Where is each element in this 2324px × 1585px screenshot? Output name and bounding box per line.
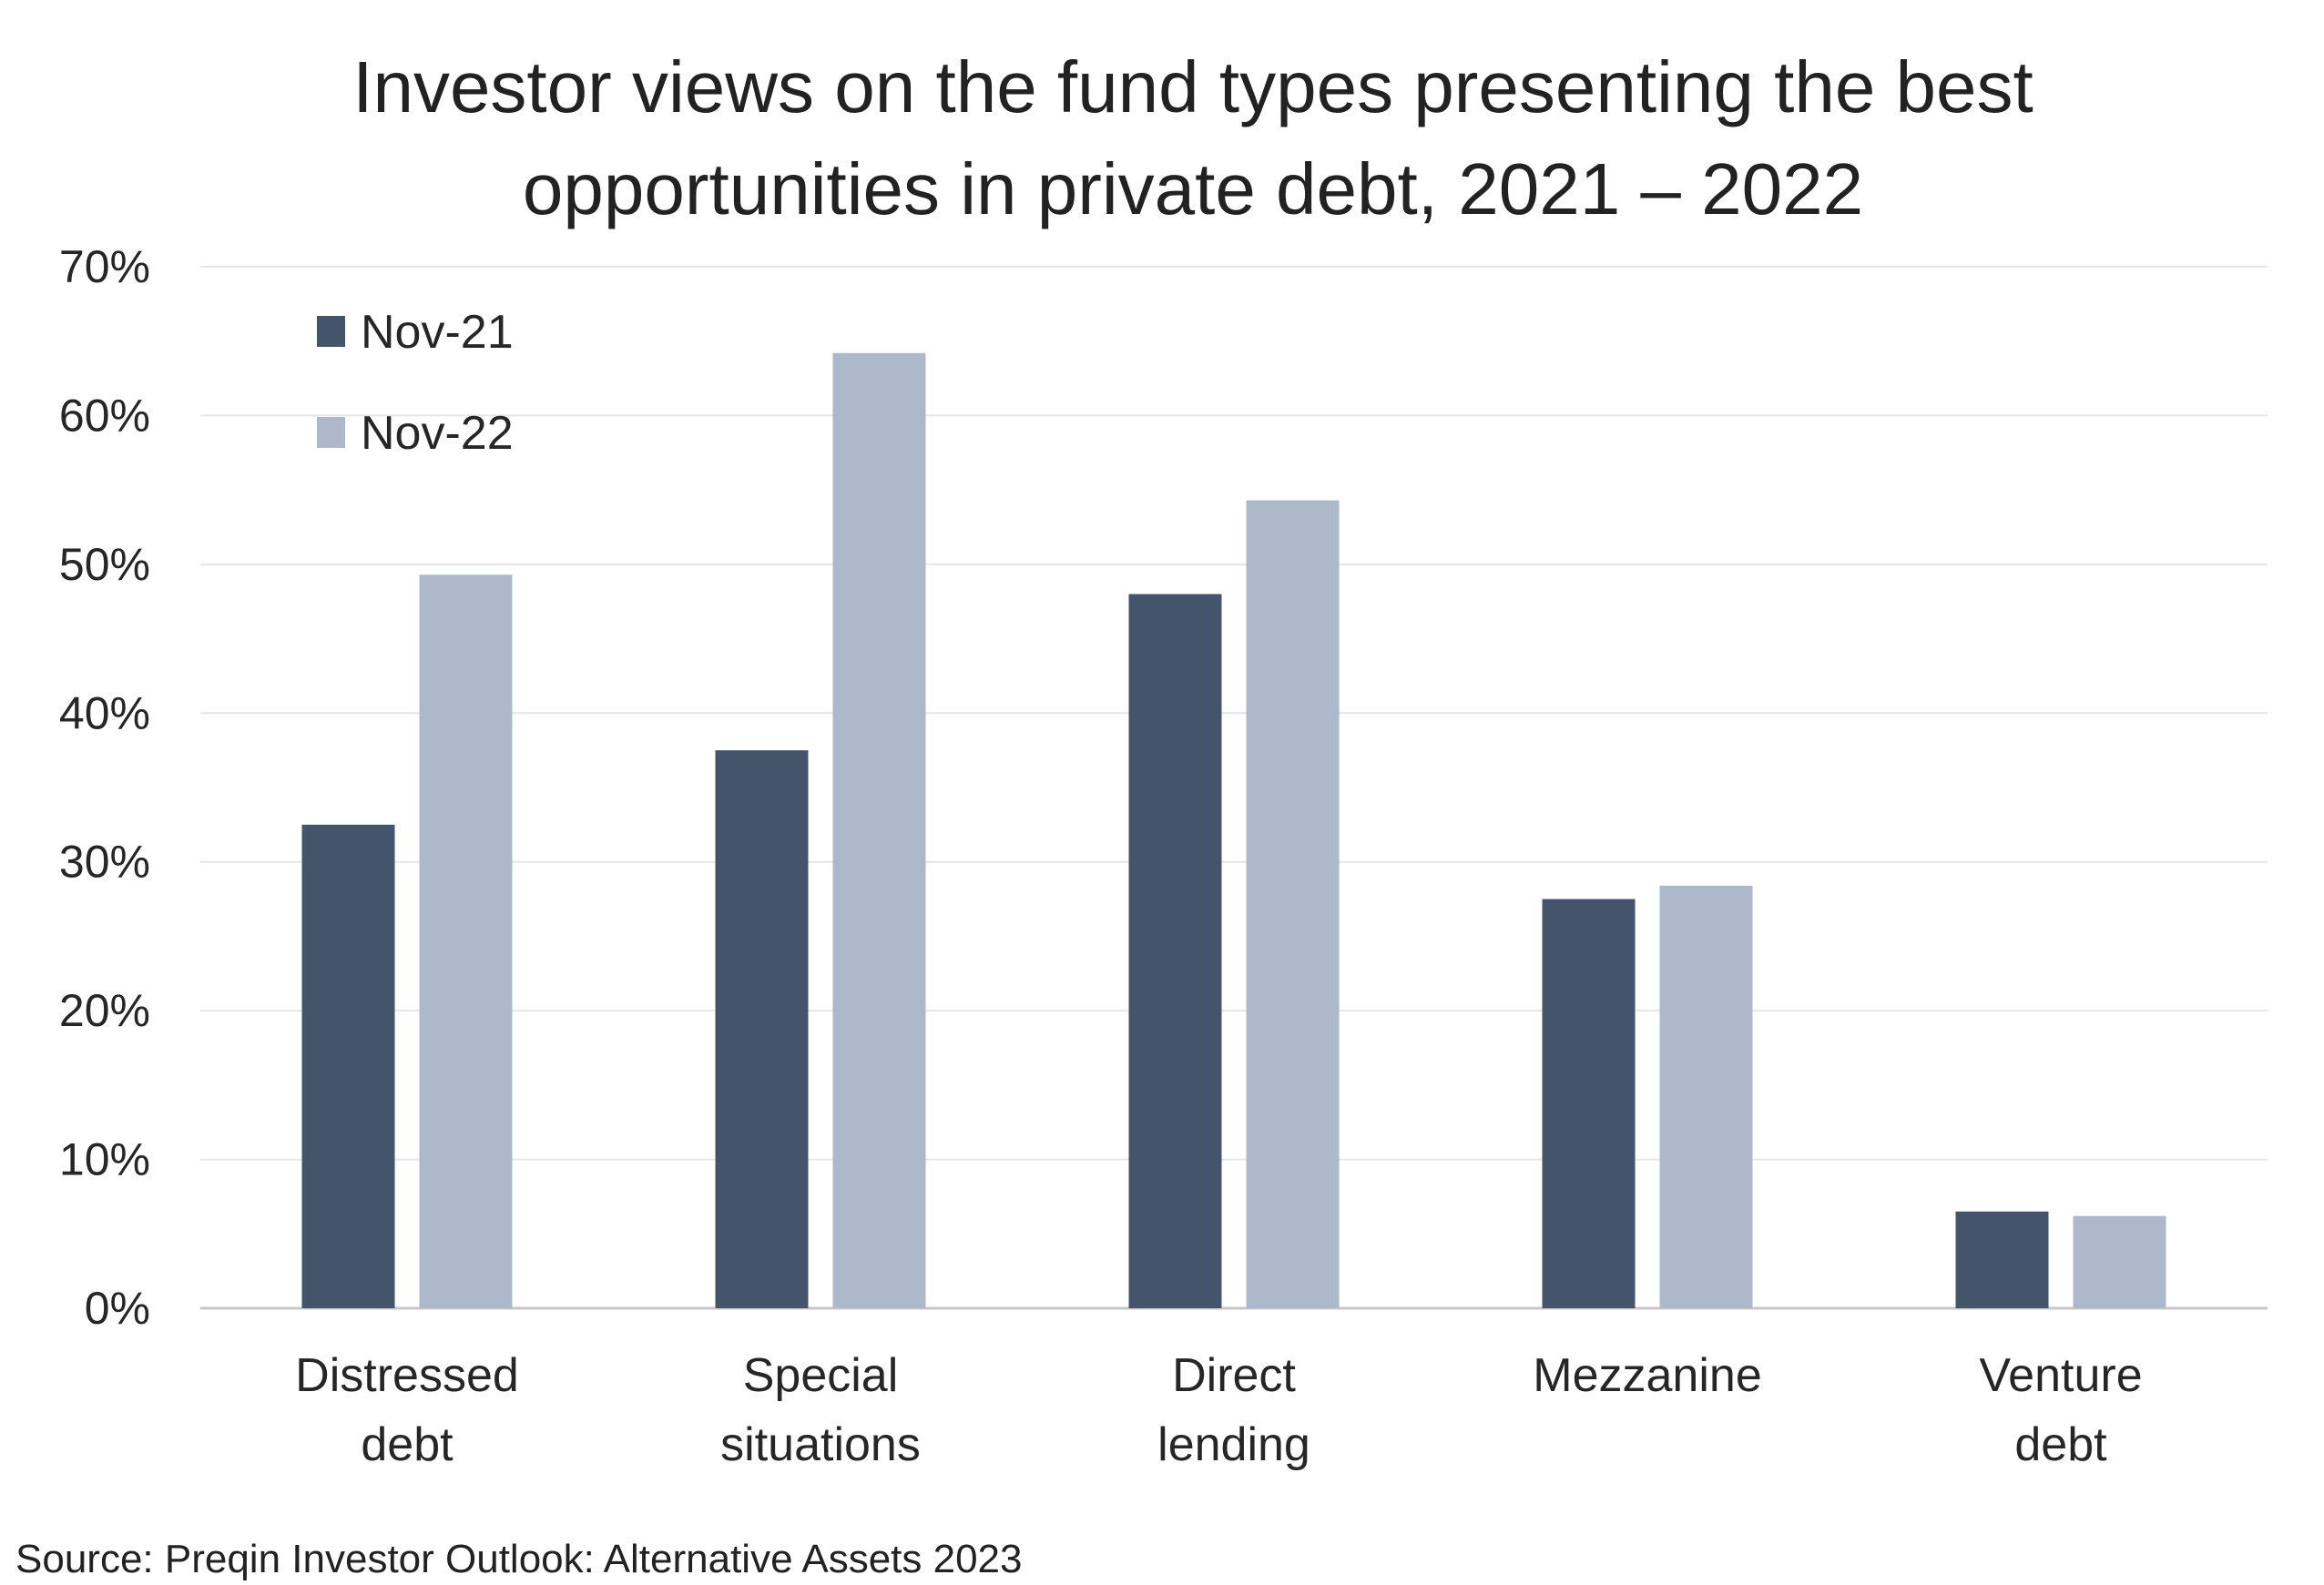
x-category-label: debt xyxy=(2014,1418,2107,1471)
x-category-label: debt xyxy=(361,1418,454,1471)
bar xyxy=(2073,1215,2166,1308)
legend-label: Nov-21 xyxy=(361,306,514,359)
y-tick-label: 50% xyxy=(59,539,150,590)
bar xyxy=(715,750,809,1308)
y-tick-label: 40% xyxy=(59,687,150,738)
x-category-label: Venture xyxy=(1979,1349,2142,1402)
bar xyxy=(1542,899,1636,1308)
bar xyxy=(832,352,926,1308)
legend-swatch xyxy=(317,316,345,347)
bar xyxy=(1246,500,1340,1308)
x-category-label: situations xyxy=(720,1418,921,1471)
y-tick-label: 70% xyxy=(59,241,150,292)
x-category-label: Special xyxy=(743,1349,899,1402)
x-category-label: Distressed xyxy=(295,1349,519,1402)
source-note: Source: Preqin Investor Outlook: Alterna… xyxy=(15,1537,1023,1581)
chart-title: Investor views on the fund types present… xyxy=(118,36,2268,240)
x-category-label: Direct xyxy=(1172,1349,1296,1402)
chart-title-line-1: Investor views on the fund types present… xyxy=(352,46,2034,127)
chart-title-line-2: opportunities in private debt, 2021 – 20… xyxy=(522,148,1864,229)
y-tick-label: 0% xyxy=(85,1283,150,1334)
bar xyxy=(1955,1211,2049,1308)
bar xyxy=(301,824,395,1308)
bar xyxy=(1128,594,1222,1308)
y-tick-label: 60% xyxy=(59,390,150,441)
y-tick-label: 30% xyxy=(59,837,150,888)
x-category-label: Mezzanine xyxy=(1533,1349,1761,1402)
x-category-label: lending xyxy=(1157,1418,1310,1471)
legend-swatch xyxy=(317,417,345,448)
y-tick-label: 20% xyxy=(59,985,150,1036)
y-tick-label: 10% xyxy=(59,1134,150,1185)
bar xyxy=(419,574,513,1308)
bar xyxy=(1659,885,1753,1308)
legend-label: Nov-22 xyxy=(361,407,514,460)
